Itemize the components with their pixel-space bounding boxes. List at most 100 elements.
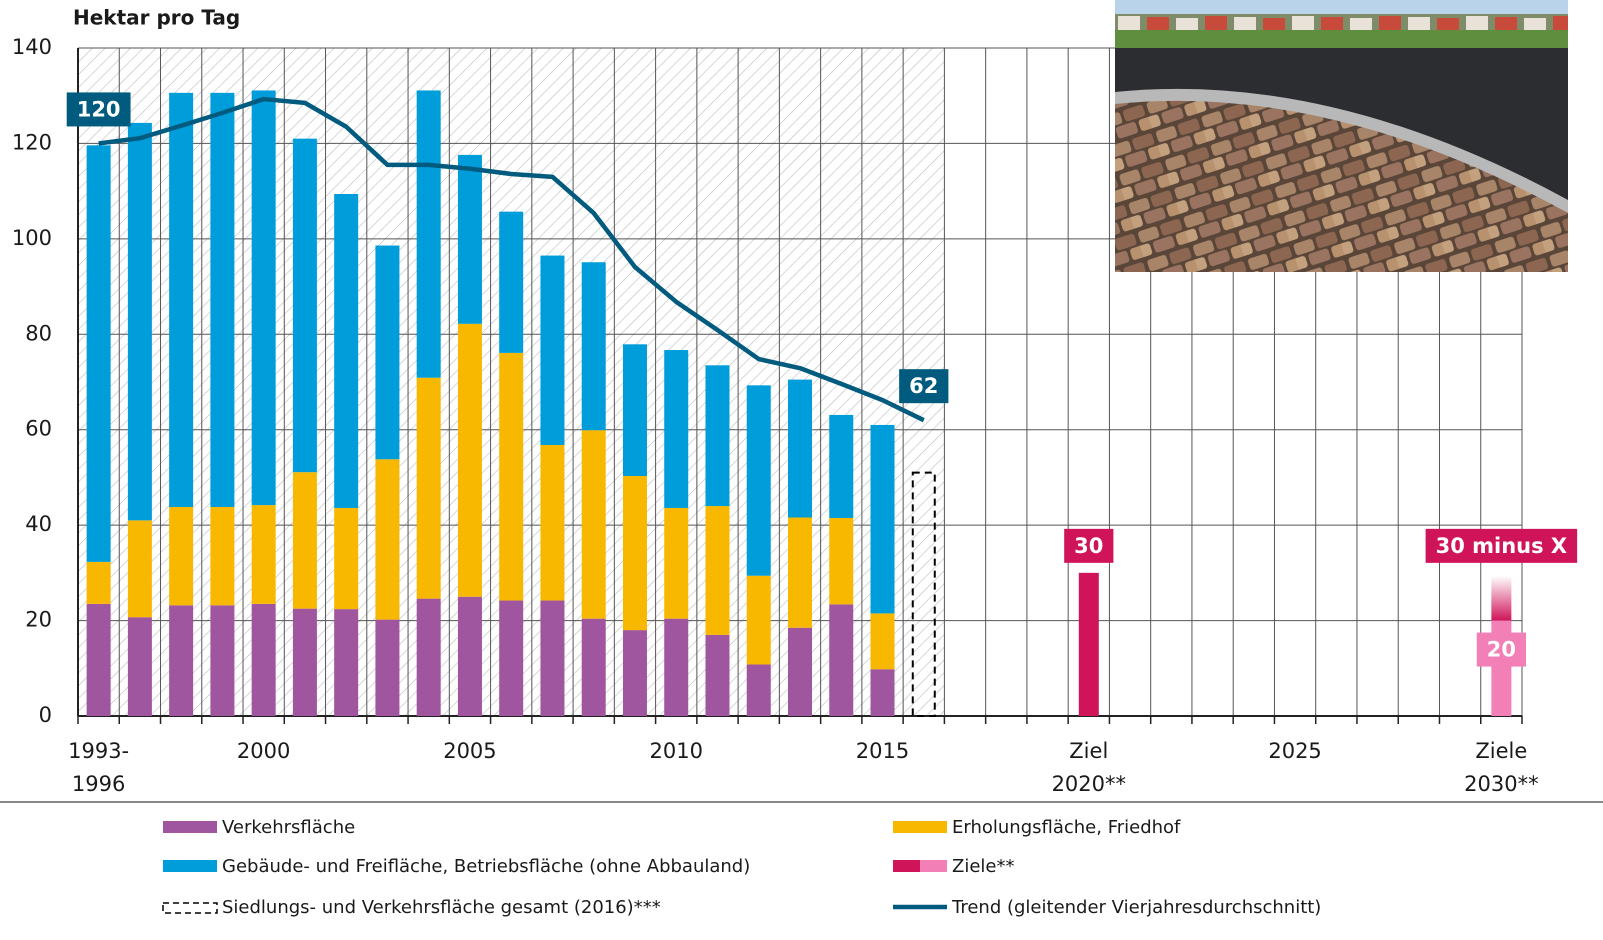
photo-house (1408, 17, 1430, 31)
photo-house (1495, 17, 1517, 31)
bar-segment (86, 603, 111, 716)
legend-label: Gebäude- und Freifläche, Betriebsfläche … (222, 856, 750, 877)
bar-segment (788, 627, 812, 716)
bar-segment (375, 245, 400, 460)
bar-segment (622, 630, 647, 716)
bar-segment (127, 520, 152, 618)
bar-segment (210, 92, 235, 508)
photo-house (1292, 16, 1314, 30)
legend-label: Ziele** (952, 856, 1014, 877)
legend-label: Verkehrsfläche (222, 817, 355, 838)
dashed-bar (911, 471, 936, 717)
bar-segment (664, 618, 689, 716)
photo-house (1263, 18, 1285, 32)
x-tick-label: 2005 (443, 739, 497, 763)
data-label: 30 (1074, 534, 1103, 558)
bar-segment (705, 634, 730, 716)
bar-segment (416, 90, 441, 378)
bar-segment (664, 507, 689, 619)
legend-swatch (163, 821, 217, 833)
bar-segment (375, 619, 400, 716)
bar-segment (746, 575, 771, 665)
photo-house (1205, 16, 1227, 30)
bar-segment (457, 596, 482, 716)
bar-segment (829, 517, 854, 605)
bar-segment (416, 377, 441, 599)
photo-house (1466, 16, 1488, 30)
legend-swatch (920, 860, 947, 872)
y-tick-label: 40 (25, 512, 52, 536)
bar-segment (622, 344, 647, 476)
photo-house (1118, 16, 1140, 30)
y-tick-label: 0 (39, 703, 52, 727)
bar-segment (581, 262, 606, 431)
bar-segment (169, 92, 194, 508)
bar-segment (581, 430, 606, 619)
photo-house (1176, 18, 1198, 32)
y-tick-label: 120 (12, 130, 52, 154)
bar-segment (540, 600, 565, 716)
bar-segment (86, 561, 111, 604)
y-tick-label: 100 (12, 226, 52, 250)
photo-house (1147, 17, 1169, 31)
bar-segment (746, 664, 771, 716)
target-bar (1078, 572, 1099, 716)
annotation-box (1425, 528, 1578, 563)
bar-segment (499, 352, 524, 601)
x-tick-label: 2015 (855, 739, 910, 763)
x-tick-label: 2000 (236, 739, 291, 763)
bar-segment (334, 507, 359, 610)
photo-house (1437, 18, 1459, 32)
bar-segment (292, 138, 317, 473)
bar-segment (870, 424, 895, 614)
y-axis-label: Hektar pro Tag (73, 6, 240, 30)
bar-segment (210, 605, 235, 716)
bar-segment (334, 609, 359, 716)
bar-segment (169, 507, 194, 606)
bar-segment (788, 517, 812, 628)
data-label: 62 (909, 374, 938, 398)
bar-segment (540, 444, 565, 601)
data-label: 120 (77, 97, 121, 121)
bar-segment (746, 385, 771, 576)
bar-segment (251, 90, 276, 506)
label-box (1064, 528, 1114, 563)
bar-segment (540, 255, 565, 445)
bar-segment (86, 145, 111, 562)
legend-label: Trend (gleitender Vierjahresdurchschnitt… (951, 897, 1321, 918)
bar-segment (829, 414, 854, 518)
legend-swatch (893, 821, 947, 833)
legend-swatch (162, 902, 218, 914)
trend-line (98, 96, 925, 423)
y-tick-label: 20 (25, 608, 52, 632)
photo (1115, 0, 1568, 272)
bar-segment (581, 618, 606, 716)
y-tick-label: 60 (25, 417, 52, 441)
label-box (66, 92, 131, 127)
bar-segment (127, 122, 152, 521)
bar-segment (829, 604, 854, 716)
data-label: 20 (1487, 638, 1516, 662)
x-tick-label: 2010 (649, 739, 703, 763)
bar-segment (705, 365, 730, 507)
photo-house (1321, 17, 1343, 31)
bar-segment (251, 603, 276, 716)
legend-swatch (893, 860, 920, 872)
x-tick-label: 1993- 1996 (68, 739, 130, 796)
x-tick-label: Ziel 2020** (1051, 739, 1127, 796)
bar-segment (210, 507, 235, 606)
photo-house (1524, 18, 1546, 32)
bar-segment (375, 459, 400, 620)
bar-segment (870, 613, 895, 670)
y-tick-label: 80 (25, 321, 52, 345)
bar-segment (169, 605, 194, 716)
legend-label: Siedlungs- und Verkehrsfläche gesamt (20… (222, 897, 661, 918)
bar-segment (251, 505, 276, 604)
bar-segment (127, 617, 152, 716)
x-tick-label: 2025 (1268, 739, 1322, 763)
bar-segment (292, 472, 317, 609)
bar-segment (664, 350, 689, 508)
bar-segment (499, 211, 524, 353)
